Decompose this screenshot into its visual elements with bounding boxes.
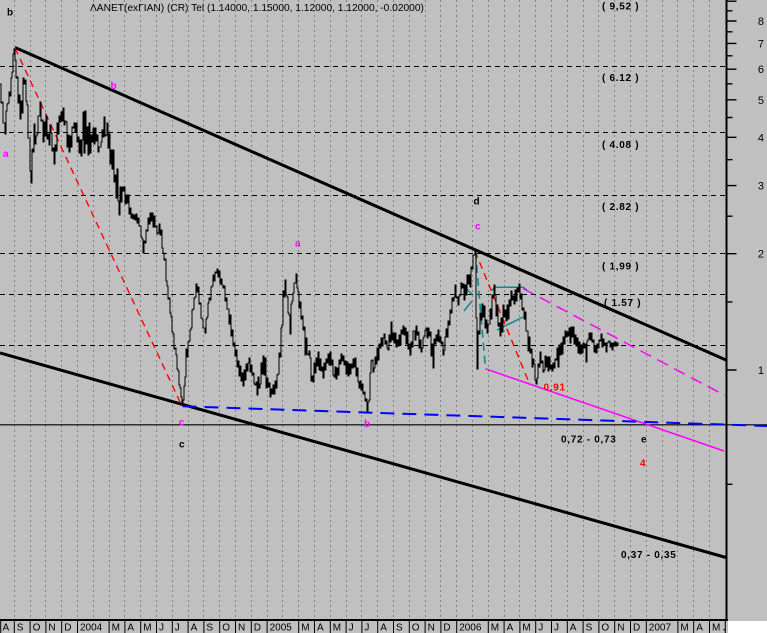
svg-text:6: 6: [758, 64, 764, 76]
svg-text:M: M: [143, 623, 151, 633]
svg-text:A: A: [696, 623, 703, 633]
svg-text:J: J: [175, 623, 180, 633]
svg-text:1: 1: [758, 365, 764, 377]
svg-text:e: e: [641, 435, 647, 446]
svg-text:c: c: [475, 222, 481, 233]
svg-text:A: A: [191, 623, 198, 633]
svg-text:J: J: [349, 623, 354, 633]
svg-text:2007: 2007: [649, 623, 672, 633]
svg-text:A: A: [317, 623, 324, 633]
svg-text:c: c: [179, 440, 185, 451]
svg-text:J: J: [554, 623, 559, 633]
svg-text:a: a: [295, 239, 301, 250]
svg-text:N: N: [238, 623, 245, 633]
svg-text:( 2.82 ): ( 2.82 ): [602, 202, 639, 213]
svg-text:S: S: [586, 623, 593, 633]
svg-text:D: D: [633, 623, 640, 633]
svg-text:( 1,99 ): ( 1,99 ): [602, 262, 639, 273]
svg-text:O: O: [222, 623, 230, 633]
svg-text:7: 7: [758, 38, 764, 50]
svg-text:a: a: [3, 149, 9, 160]
svg-text:M: M: [301, 623, 309, 633]
svg-text:A: A: [507, 623, 514, 633]
svg-text:M: M: [712, 623, 720, 633]
svg-text:4: 4: [758, 132, 764, 144]
svg-text:c: c: [179, 418, 185, 429]
svg-text:.: .: [723, 623, 726, 633]
svg-text:J: J: [159, 623, 164, 633]
svg-text:N: N: [428, 623, 435, 633]
svg-text:A: A: [127, 623, 134, 633]
svg-text:d: d: [474, 197, 481, 208]
svg-text:A: A: [3, 623, 10, 633]
svg-text:N: N: [617, 623, 624, 633]
svg-text:A: A: [570, 623, 577, 633]
svg-text:O: O: [601, 623, 609, 633]
svg-text:M: M: [522, 623, 530, 633]
svg-text:( 1.57 ): ( 1.57 ): [604, 298, 641, 309]
svg-text:2005: 2005: [270, 623, 293, 633]
svg-text:b: b: [7, 8, 14, 19]
svg-text:O: O: [33, 623, 41, 633]
svg-text:b: b: [364, 419, 371, 430]
svg-text:M: M: [333, 623, 341, 633]
svg-text:S: S: [17, 623, 24, 633]
svg-text:( 6.12 ): ( 6.12 ): [602, 73, 639, 84]
svg-text:M: M: [680, 623, 688, 633]
svg-text:0,91: 0,91: [544, 383, 566, 394]
svg-text:D: D: [254, 623, 261, 633]
svg-text:b: b: [111, 81, 118, 92]
svg-text:D: D: [64, 623, 71, 633]
svg-text:2004: 2004: [80, 623, 103, 633]
svg-text:D: D: [443, 623, 450, 633]
svg-text:3: 3: [758, 181, 764, 193]
svg-text:( 4.08 ): ( 4.08 ): [602, 140, 639, 151]
svg-text:0,37 - 0,35: 0,37 - 0,35: [621, 550, 677, 561]
svg-text:2: 2: [758, 249, 764, 261]
svg-text:N: N: [48, 623, 55, 633]
svg-text:2006: 2006: [459, 623, 482, 633]
svg-text:J: J: [538, 623, 543, 633]
svg-text:M: M: [112, 623, 120, 633]
svg-text:J: J: [364, 623, 369, 633]
svg-text:4: 4: [640, 459, 646, 470]
svg-text:0,72 - 0,73: 0,72 - 0,73: [561, 435, 617, 446]
svg-text:O: O: [412, 623, 420, 633]
svg-text:ΛANET(exΓΙΑΝ) (CR) Tel (1.1400: ΛANET(exΓΙΑΝ) (CR) Tel (1.14000, 1.15000…: [90, 3, 424, 14]
svg-text:A: A: [380, 623, 387, 633]
svg-text:S: S: [396, 623, 403, 633]
svg-text:8: 8: [758, 16, 764, 28]
svg-text:S: S: [206, 623, 213, 633]
svg-text:( 9,52 ): ( 9,52 ): [602, 2, 639, 13]
svg-text:5: 5: [758, 95, 764, 107]
svg-text:M: M: [491, 623, 499, 633]
